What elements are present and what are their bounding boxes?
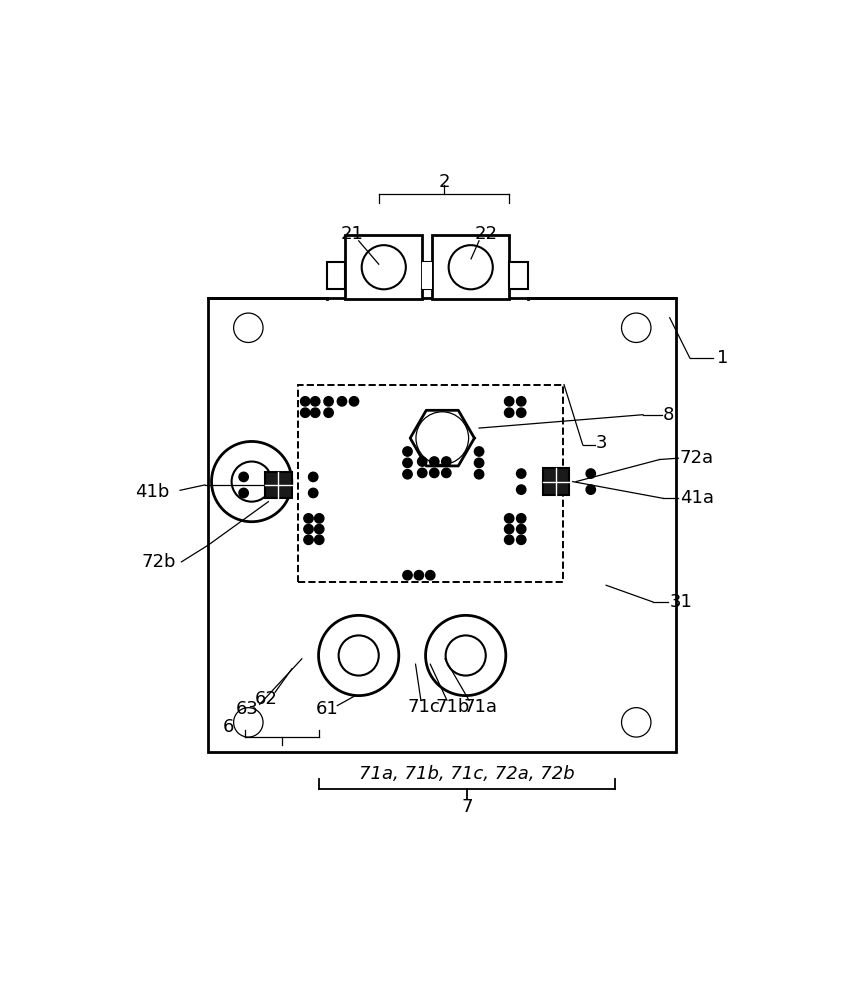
Circle shape — [418, 457, 427, 466]
Text: 62: 62 — [255, 690, 278, 708]
Text: 71c: 71c — [407, 698, 440, 716]
Circle shape — [304, 514, 313, 523]
Circle shape — [517, 408, 526, 417]
Circle shape — [517, 469, 526, 478]
Circle shape — [211, 441, 292, 522]
Bar — [299, 385, 563, 582]
Text: 71a, 71b, 71c, 72a, 72b: 71a, 71b, 71c, 72a, 72b — [359, 765, 575, 783]
Circle shape — [414, 571, 424, 580]
Circle shape — [311, 408, 320, 417]
Circle shape — [442, 457, 451, 466]
Circle shape — [586, 469, 595, 478]
Circle shape — [403, 571, 413, 580]
Bar — [345, 235, 422, 299]
Circle shape — [300, 408, 310, 417]
Circle shape — [517, 485, 526, 494]
Circle shape — [586, 485, 595, 494]
Text: 8: 8 — [663, 406, 674, 424]
Circle shape — [350, 397, 359, 406]
Text: 7: 7 — [462, 798, 473, 816]
Text: 31: 31 — [670, 593, 693, 611]
Circle shape — [505, 535, 513, 544]
Circle shape — [430, 457, 439, 466]
Circle shape — [338, 635, 379, 676]
Circle shape — [314, 535, 324, 544]
Text: 72a: 72a — [680, 449, 714, 467]
Bar — [326, 262, 345, 289]
Circle shape — [505, 397, 513, 406]
Circle shape — [231, 462, 272, 502]
Text: 1: 1 — [716, 349, 728, 367]
Circle shape — [309, 488, 318, 498]
Circle shape — [239, 488, 249, 498]
Text: 71a: 71a — [463, 698, 497, 716]
Text: 71b: 71b — [436, 698, 470, 716]
Circle shape — [505, 514, 513, 523]
Bar — [208, 298, 677, 752]
Circle shape — [475, 458, 484, 468]
Circle shape — [403, 447, 413, 456]
Text: 3: 3 — [596, 434, 608, 452]
Circle shape — [517, 514, 526, 523]
Circle shape — [304, 524, 313, 534]
Circle shape — [309, 472, 318, 482]
Bar — [422, 262, 432, 289]
Circle shape — [304, 535, 313, 544]
Text: 2: 2 — [438, 173, 450, 191]
Circle shape — [234, 708, 263, 737]
Text: 41a: 41a — [680, 489, 714, 507]
Circle shape — [425, 571, 435, 580]
Circle shape — [445, 635, 486, 676]
Circle shape — [324, 397, 333, 406]
Circle shape — [621, 313, 651, 342]
Circle shape — [314, 524, 324, 534]
Bar — [265, 472, 292, 498]
Circle shape — [430, 468, 439, 478]
Circle shape — [403, 470, 413, 479]
Text: 21: 21 — [341, 225, 363, 243]
Circle shape — [362, 245, 406, 289]
Circle shape — [442, 468, 451, 478]
Bar — [432, 235, 509, 299]
Circle shape — [427, 423, 457, 453]
Circle shape — [300, 397, 310, 406]
Circle shape — [403, 458, 413, 468]
Circle shape — [517, 535, 526, 544]
Circle shape — [416, 412, 469, 464]
Text: 41b: 41b — [135, 483, 169, 501]
Circle shape — [418, 468, 427, 478]
Circle shape — [324, 408, 333, 417]
Circle shape — [234, 313, 263, 342]
Text: 61: 61 — [316, 700, 338, 718]
Bar — [509, 262, 528, 289]
Text: 63: 63 — [236, 700, 258, 718]
Text: 72b: 72b — [142, 553, 176, 571]
Circle shape — [449, 245, 493, 289]
Circle shape — [517, 524, 526, 534]
Circle shape — [505, 524, 513, 534]
Circle shape — [475, 470, 484, 479]
Circle shape — [239, 472, 249, 482]
Circle shape — [318, 615, 399, 696]
Circle shape — [505, 408, 513, 417]
Circle shape — [337, 397, 347, 406]
Circle shape — [311, 397, 320, 406]
Circle shape — [425, 615, 506, 696]
Circle shape — [475, 447, 484, 456]
Text: 22: 22 — [475, 225, 497, 243]
Text: 6: 6 — [223, 718, 234, 736]
Circle shape — [621, 708, 651, 737]
Circle shape — [314, 514, 324, 523]
Circle shape — [517, 397, 526, 406]
Bar — [543, 468, 570, 495]
